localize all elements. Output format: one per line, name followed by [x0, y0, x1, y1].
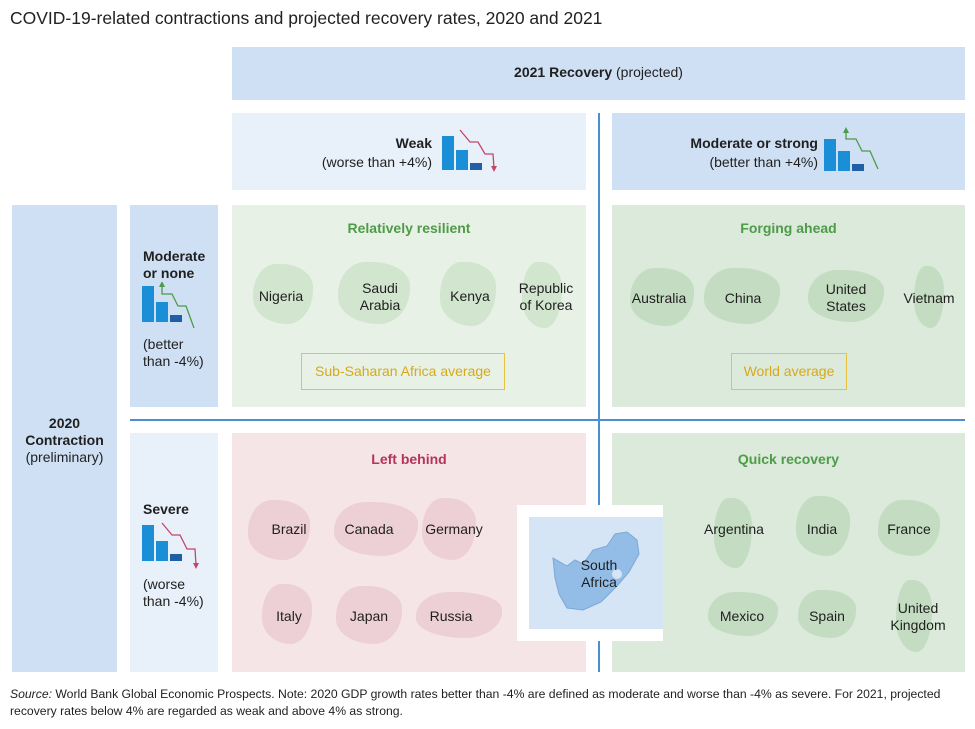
- saudi-arabia-map-shape: [338, 262, 410, 324]
- russia-map-shape: [416, 592, 502, 638]
- vietnam-map-shape: [914, 266, 944, 328]
- chart-title: COVID-19-related contractions and projec…: [10, 8, 603, 28]
- south-africa-line2: Africa: [581, 574, 617, 590]
- saudi-line2: Arabia: [359, 297, 401, 313]
- country-india: India: [806, 521, 838, 537]
- france-map-shape: [878, 500, 940, 556]
- country-argentina: Argentina: [704, 521, 764, 537]
- quadrant-quick-title: Quick recovery: [737, 451, 840, 467]
- country-germany: Germany: [425, 521, 483, 537]
- mexico-map-shape: [708, 592, 778, 636]
- row-severe-sub2: than -4%): [143, 593, 204, 609]
- country-italy: Italy: [276, 608, 302, 624]
- contraction-year: 2020: [48, 415, 81, 431]
- country-australia: Australia: [631, 290, 687, 306]
- nigeria-map-shape: [253, 264, 313, 324]
- country-vietnam: Vietnam: [903, 290, 955, 306]
- korea-line1: Republic: [518, 280, 574, 296]
- column-head-weak-text: Weak (worse than +4%): [300, 134, 432, 172]
- united-kingdom-map-shape: [896, 580, 932, 652]
- column-strong-label: Moderate or strong: [690, 135, 818, 151]
- column-head-strong: [612, 113, 965, 190]
- weak-trend-icon: [442, 129, 497, 172]
- south-africa-map-icon: [552, 531, 640, 611]
- uk-line2: Kingdom: [890, 617, 946, 633]
- country-china: China: [724, 290, 762, 306]
- quadrant-resilient-title: Relatively resilient: [347, 220, 471, 236]
- country-nigeria: Nigeria: [258, 288, 304, 304]
- quadrant-left-behind-title: Left behind: [371, 451, 447, 467]
- vertical-divider: [598, 113, 600, 672]
- row-moderate-sub: (better than -4%): [143, 336, 204, 370]
- column-head-strong-text: Moderate or strong (better than +4%): [672, 134, 818, 172]
- country-canada: Canada: [344, 521, 394, 537]
- strong-trend-icon: [824, 127, 879, 171]
- canada-map-shape: [334, 502, 418, 556]
- country-russia: Russia: [429, 608, 473, 624]
- row-severe-sub: (worse than -4%): [143, 576, 204, 610]
- china-map-shape: [704, 268, 780, 324]
- argentina-map-shape: [714, 498, 752, 568]
- country-saudi-arabia: Saudi Arabia: [342, 280, 418, 314]
- italy-map-shape: [262, 584, 312, 644]
- country-japan: Japan: [349, 608, 389, 624]
- country-united-states: United States: [808, 281, 884, 315]
- column-weak-sub: (worse than +4%): [321, 154, 432, 170]
- south-africa-line1: South: [580, 557, 618, 573]
- country-south-africa: South Africa: [566, 557, 632, 591]
- sub-saharan-average-badge: Sub-Saharan Africa average: [301, 353, 505, 390]
- source-note: Source: World Bank Global Economic Prosp…: [10, 686, 965, 720]
- brazil-map-shape: [248, 500, 310, 560]
- spain-map-shape: [798, 590, 856, 638]
- column-strong-sub: (better than +4%): [709, 154, 818, 170]
- column-head-weak: [232, 113, 586, 190]
- country-mexico: Mexico: [719, 608, 765, 624]
- kenya-map-shape: [440, 262, 496, 326]
- row-moderate-title: Moderate or none: [143, 248, 205, 282]
- contraction-note: (preliminary): [25, 449, 104, 465]
- quadrant-forging-title: Forging ahead: [740, 220, 837, 236]
- row-moderate-line1: Moderate: [143, 248, 206, 264]
- moderate-trend-icon: [142, 282, 195, 329]
- recovery-header-rest: (projected): [612, 64, 683, 80]
- contraction-label: 2020 Contraction (preliminary): [12, 415, 117, 466]
- recovery-header-label: 2021 Recovery (projected): [232, 64, 965, 80]
- united-states-map-shape: [808, 270, 884, 322]
- india-map-shape: [796, 496, 850, 556]
- country-republic-of-korea: Republic of Korea: [508, 280, 584, 314]
- horizontal-divider: [130, 419, 965, 421]
- row-moderate-sub1: (better: [143, 336, 184, 352]
- source-text: World Bank Global Economic Prospects. No…: [10, 687, 941, 718]
- severe-trend-icon: [142, 522, 199, 569]
- source-label: Source:: [10, 687, 53, 701]
- row-moderate-line2: or none: [143, 265, 195, 281]
- country-spain: Spain: [809, 608, 845, 624]
- korea-line2: of Korea: [519, 297, 573, 313]
- uk-line1: United: [897, 600, 939, 616]
- country-france: France: [887, 521, 931, 537]
- country-kenya: Kenya: [450, 288, 490, 304]
- recovery-header-bar: [232, 47, 965, 100]
- country-united-kingdom: United Kingdom: [876, 600, 960, 634]
- australia-map-shape: [630, 268, 694, 326]
- us-line2: States: [826, 298, 866, 314]
- contraction-bar: [12, 205, 117, 672]
- column-weak-label: Weak: [395, 135, 432, 151]
- world-average-badge: World average: [731, 353, 847, 390]
- country-brazil: Brazil: [271, 521, 307, 537]
- row-severe-sub1: (worse: [143, 576, 186, 592]
- korea-map-shape: [522, 262, 562, 328]
- recovery-header-bold: 2021 Recovery: [514, 64, 613, 80]
- japan-map-shape: [336, 586, 402, 644]
- saudi-line1: Saudi: [362, 280, 398, 296]
- row-severe-title: Severe: [143, 501, 189, 517]
- row-moderate-sub2: than -4%): [143, 353, 204, 369]
- contraction-word: Contraction: [25, 432, 104, 448]
- us-line1: United: [825, 281, 867, 297]
- germany-map-shape: [422, 498, 476, 560]
